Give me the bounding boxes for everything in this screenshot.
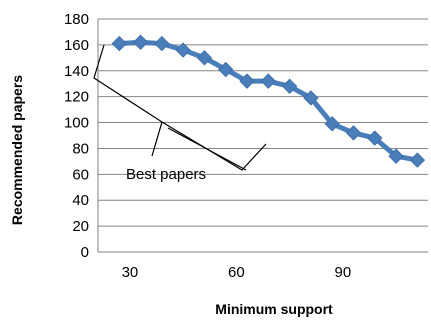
y-tick-label: 180: [64, 11, 89, 28]
x-tick-label: 30: [122, 264, 139, 281]
series-points: [111, 34, 426, 168]
annotation-best-papers: Best papers: [126, 166, 206, 183]
data-point: [367, 130, 383, 146]
x-tick-labels: 30 60 90: [122, 264, 352, 281]
data-point: [409, 152, 426, 168]
data-point: [281, 78, 298, 95]
brace-outline: [93, 44, 267, 171]
gridlines: [98, 18, 428, 227]
y-tick-label: 0: [81, 244, 89, 261]
data-point: [260, 73, 277, 89]
data-point: [388, 148, 404, 164]
data-point: [154, 35, 170, 52]
y-tick-labels: 0 20 40 60 80 100 120 140 160 180: [64, 11, 89, 261]
data-point: [324, 116, 340, 132]
y-tick-label: 40: [72, 192, 89, 209]
data-point: [196, 50, 213, 66]
y-tick-label: 80: [72, 140, 89, 157]
best-papers-brace: [93, 44, 267, 171]
y-axis-title: Recommended papers: [9, 75, 25, 225]
y-tick-label: 100: [64, 115, 89, 132]
y-tick-label: 140: [64, 63, 89, 80]
data-point: [239, 73, 255, 89]
data-point: [218, 61, 234, 78]
y-tick-label: 120: [64, 89, 89, 106]
y-tick-label: 60: [72, 166, 89, 183]
data-point: [111, 35, 127, 52]
data-point: [345, 125, 362, 141]
brace-pointer: [167, 127, 247, 171]
x-tick-label: 90: [334, 264, 351, 281]
x-axis-title: Minimum support: [215, 301, 333, 317]
data-point: [132, 34, 149, 51]
y-tick-label: 160: [64, 37, 89, 54]
data-point: [175, 42, 191, 58]
y-tick-label: 20: [72, 218, 89, 235]
x-tick-label: 60: [228, 264, 245, 281]
data-point: [303, 90, 319, 106]
